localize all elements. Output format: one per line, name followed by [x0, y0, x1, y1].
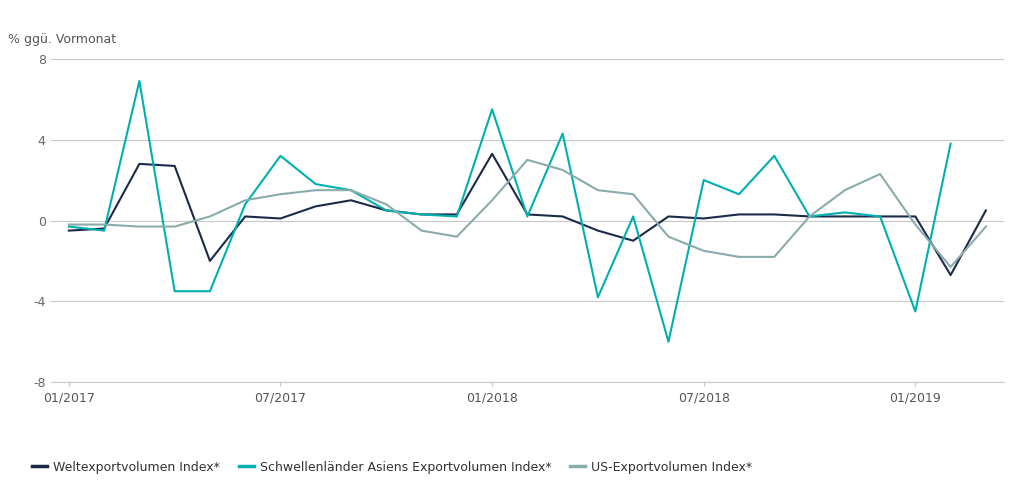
- Text: % ggü. Vormonat: % ggü. Vormonat: [8, 33, 117, 46]
- Legend: Weltexportvolumen Index*, Schwellenländer Asiens Exportvolumen Index*, US-Export: Weltexportvolumen Index*, Schwellenlände…: [27, 456, 758, 479]
